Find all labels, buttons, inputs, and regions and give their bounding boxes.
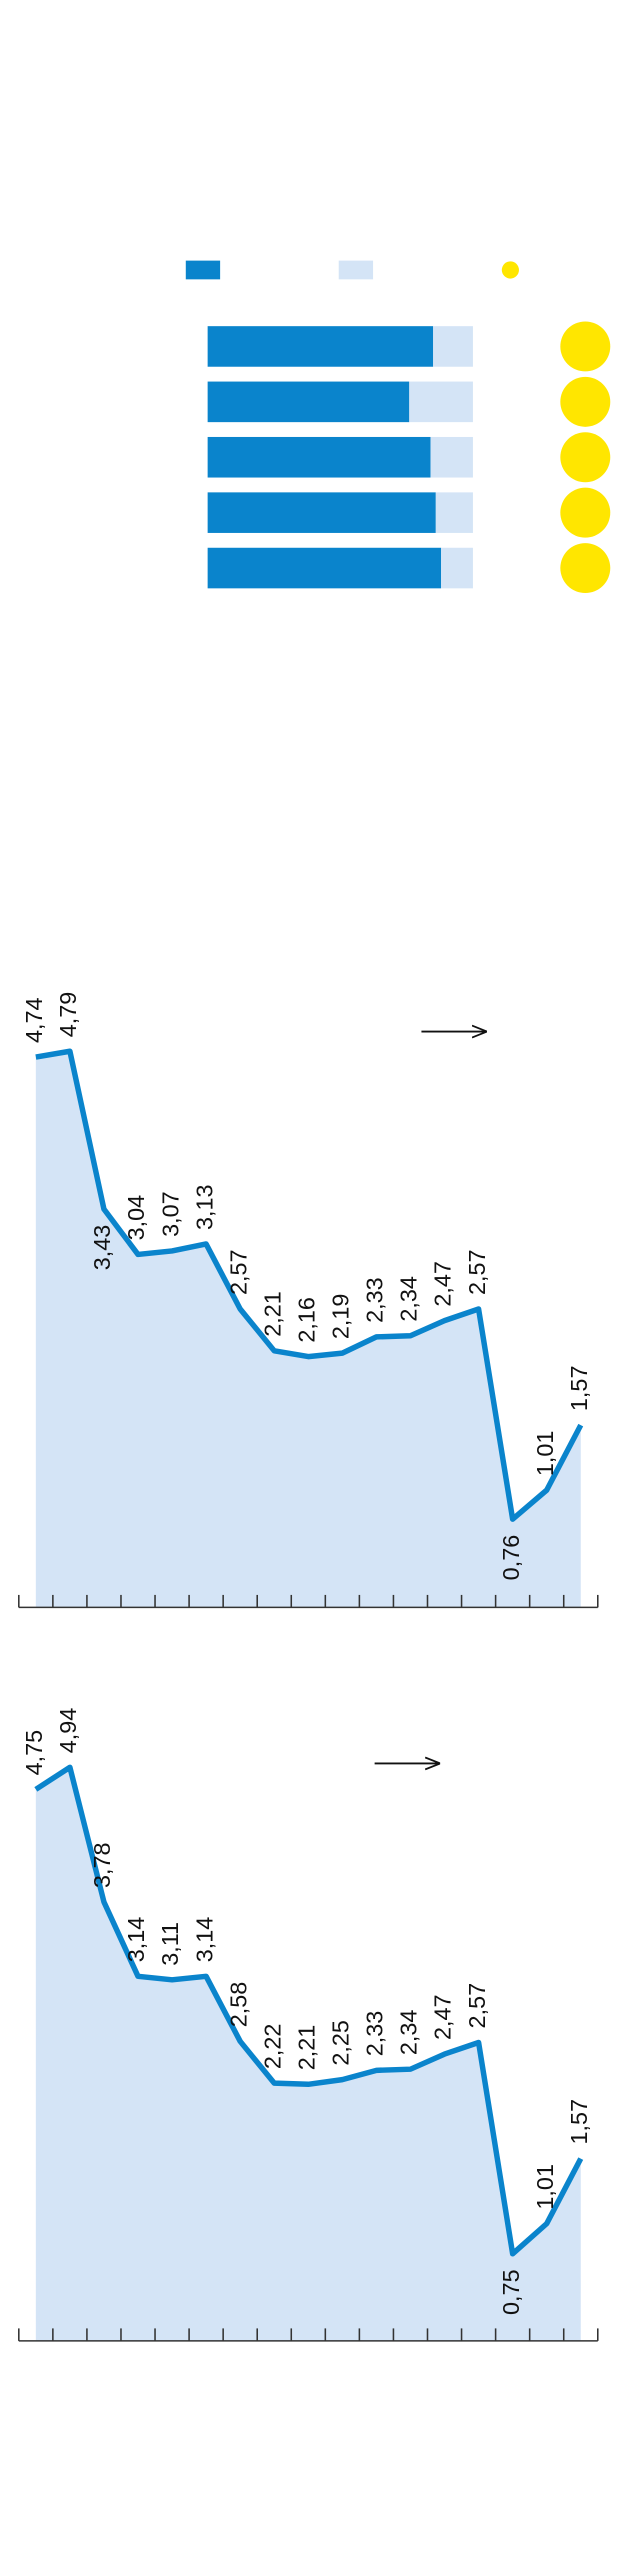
value-label: 3,14 [123, 1917, 149, 1963]
value-label: 4,74 [21, 997, 47, 1043]
line [35, 1048, 584, 1522]
legend-swatch [338, 260, 374, 280]
value-label: 3,43 [89, 1225, 115, 1271]
marker-dot [560, 432, 611, 483]
bar-segment [441, 547, 473, 589]
bar-segment [433, 326, 473, 367]
marker-dot [560, 321, 611, 372]
value-label: 0,75 [498, 2269, 524, 2315]
value-label: 0,76 [498, 1535, 524, 1581]
bar-segment [430, 436, 473, 478]
value-label: 2,57 [464, 1249, 490, 1295]
value-label: 3,04 [123, 1195, 149, 1241]
value-label: 1,57 [566, 2099, 592, 2145]
value-label: 2,33 [362, 1277, 388, 1323]
value-label: 2,34 [396, 2010, 422, 2056]
bar-segment [435, 492, 473, 533]
value-label: 2,33 [362, 2011, 388, 2057]
value-label: 2,21 [259, 1291, 285, 1337]
value-label: 3,07 [157, 1191, 183, 1237]
marker-dot [560, 487, 611, 538]
value-label: 3,78 [89, 1842, 115, 1888]
value-label: 3,11 [157, 1922, 183, 1966]
value-label: 2,16 [293, 1297, 319, 1343]
value-label: 4,79 [55, 992, 81, 1038]
value-label: 2,19 [328, 1294, 354, 1340]
value-label: 3,14 [191, 1917, 217, 1963]
legend-marker [501, 261, 519, 279]
value-label: 4,75 [21, 1730, 47, 1776]
value-label: 2,58 [225, 1982, 251, 2028]
line [34, 1764, 584, 2257]
bar-segment [207, 436, 431, 478]
bar-segment [409, 381, 473, 423]
marker-dot [560, 543, 611, 594]
area-fill [35, 1051, 581, 1608]
value-label: 2,34 [396, 1276, 422, 1322]
value-label: 4,94 [55, 1708, 81, 1754]
value-label: 2,47 [430, 1261, 456, 1307]
value-label: 2,47 [430, 1995, 456, 2041]
area-fill [35, 1767, 581, 2341]
value-label: 2,22 [259, 2024, 285, 2070]
bar-segment [207, 547, 442, 589]
value-label: 3,13 [191, 1184, 217, 1230]
value-label: 2,57 [464, 1983, 490, 2029]
value-label: 1,01 [532, 2164, 558, 2210]
legend-swatch [185, 260, 221, 280]
value-label: 2,21 [293, 2025, 319, 2071]
bar-segment [207, 326, 434, 367]
bar-segment [207, 381, 410, 423]
value-label: 1,01 [532, 1431, 558, 1477]
value-label: 2,25 [328, 2020, 354, 2066]
value-label: 1,57 [566, 1366, 592, 1412]
value-label: 2,57 [225, 1249, 251, 1295]
marker-dot [560, 376, 611, 427]
bar-segment [207, 492, 436, 533]
